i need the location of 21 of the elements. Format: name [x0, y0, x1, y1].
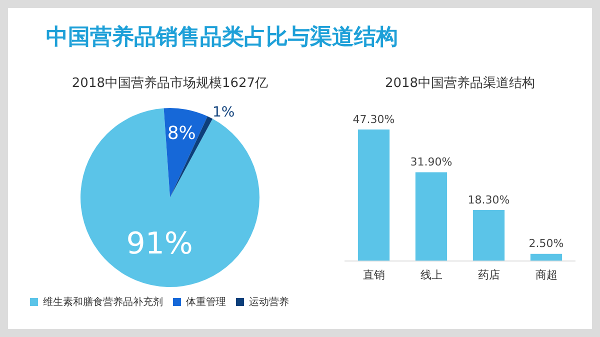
x-tick-label: 商超	[535, 268, 558, 282]
bar	[358, 129, 390, 261]
x-tick-label: 线上	[420, 268, 442, 282]
data-label: 8%	[167, 122, 196, 144]
data-label: 1%	[212, 104, 235, 120]
data-label: 91%	[126, 226, 193, 262]
x-tick-label: 药店	[478, 268, 500, 282]
bar	[472, 210, 505, 261]
chart-title: 2018中国营养品渠道结构	[384, 75, 536, 92]
legend-label: 运动营养	[249, 296, 289, 308]
data-label: 47.30%	[352, 112, 395, 126]
x-tick-label: 直销	[362, 268, 385, 282]
chart-subtitle: 2018中国营养品市场规模1627亿	[70, 75, 270, 92]
chart-title: 中国营养品销售品类占比与渠道结构	[46, 24, 398, 52]
bar	[415, 172, 448, 261]
data-label: 2.50%	[528, 237, 564, 250]
legend-label: 体重管理	[186, 296, 226, 308]
data-label: 18.30%	[468, 193, 510, 206]
data-label: 31.90%	[410, 156, 452, 169]
legend-label: 维生素和膳食营养品补充剂	[43, 296, 163, 308]
bar	[530, 254, 562, 261]
